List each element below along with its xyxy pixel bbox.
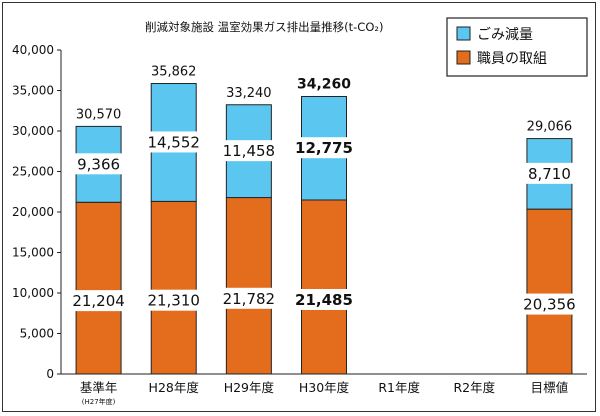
x-tick-label: 基準年 bbox=[80, 380, 118, 395]
total-label: 29,066 bbox=[527, 120, 573, 135]
y-tick-label: 30,000 bbox=[12, 124, 54, 138]
bar-segment-shokuin bbox=[526, 208, 573, 375]
x-tick-label: H29年度 bbox=[224, 380, 275, 395]
y-tick-label: 15,000 bbox=[12, 246, 54, 260]
legend-swatch bbox=[456, 26, 471, 41]
y-tick-label: 0 bbox=[46, 367, 54, 381]
legend-label: 職員の取組 bbox=[477, 51, 547, 67]
data-label: 21,782 bbox=[223, 290, 276, 308]
x-tick-label: H30年度 bbox=[299, 380, 350, 395]
data-label-box bbox=[293, 288, 355, 310]
data-label: 11,458 bbox=[223, 142, 276, 160]
data-label-box bbox=[142, 289, 205, 311]
x-tick-label: R2年度 bbox=[453, 380, 495, 395]
x-tick-label: R1年度 bbox=[378, 380, 420, 395]
x-tick-label: H28年度 bbox=[149, 380, 200, 395]
data-label-box bbox=[72, 153, 126, 175]
data-label-box bbox=[217, 287, 280, 309]
data-label-box bbox=[522, 162, 576, 184]
data-label-box bbox=[293, 137, 355, 159]
x-tick-label: 目標値 bbox=[531, 380, 569, 395]
bar-segment-shokuin bbox=[75, 201, 122, 375]
legend-swatch bbox=[456, 50, 471, 65]
bar-segment-shokuin bbox=[225, 197, 272, 375]
data-labels: 21,204 9,366 30,570 21,310 14,552 35,862 21,78… bbox=[67, 65, 581, 315]
bars bbox=[75, 83, 573, 375]
y-tick-label: 20,000 bbox=[12, 205, 54, 219]
y-tick-label: 10,000 bbox=[12, 286, 54, 300]
total-label: 30,570 bbox=[76, 107, 122, 122]
y-tick-label: 35,000 bbox=[12, 84, 54, 98]
y-tick-label: 5,000 bbox=[20, 327, 54, 341]
data-label: 21,310 bbox=[147, 292, 200, 310]
bar-segment-shokuin bbox=[301, 199, 347, 375]
data-label: 21,204 bbox=[72, 292, 125, 310]
y-tick-label: 40,000 bbox=[12, 43, 54, 57]
data-label-box bbox=[518, 293, 581, 315]
y-tick-label: 25,000 bbox=[12, 165, 54, 179]
data-label: 21,485 bbox=[295, 291, 353, 309]
chart-frame: 削減対象施設 温室効果ガス排出量推移(t-CO₂) 0 5,000 10,000 15… bbox=[2, 2, 596, 412]
bar-chart: 削減対象施設 温室効果ガス排出量推移(t-CO₂) 0 5,000 10,000 15… bbox=[12, 17, 588, 406]
legend-label: ごみ減量 bbox=[477, 26, 533, 43]
data-label: 12,775 bbox=[295, 139, 353, 157]
bar-segment-shokuin bbox=[150, 200, 197, 375]
total-label: 35,862 bbox=[151, 65, 197, 80]
data-label: 8,710 bbox=[528, 165, 571, 183]
data-label-box bbox=[142, 131, 205, 153]
data-label-box bbox=[217, 140, 280, 162]
total-label: 34,260 bbox=[297, 76, 351, 92]
data-label: 9,366 bbox=[77, 155, 120, 173]
x-tick-sublabel: (H27年度) bbox=[82, 397, 116, 406]
data-label-box bbox=[67, 290, 130, 312]
chart-title: 削減対象施設 温室効果ガス排出量推移(t-CO₂) bbox=[145, 20, 383, 34]
data-label: 20,356 bbox=[523, 296, 576, 314]
axes: 0 5,000 10,000 15,000 20,000 25,000 30,000 35,0… bbox=[12, 43, 587, 406]
data-label: 14,552 bbox=[147, 133, 200, 151]
total-label: 33,240 bbox=[226, 86, 272, 101]
